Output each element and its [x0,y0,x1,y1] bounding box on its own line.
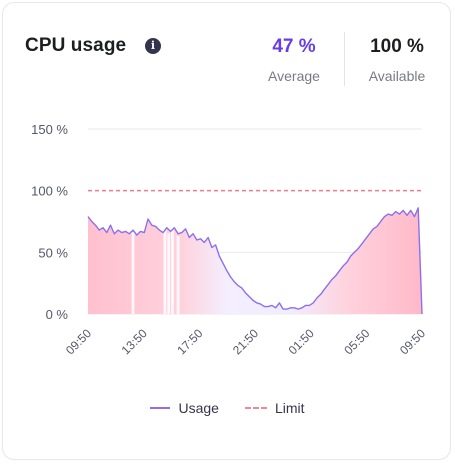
x-tick-label: 13:50 [119,326,150,357]
limit-swatch [244,407,267,409]
x-tick-label: 21:50 [230,326,261,357]
y-tick-label: 50 % [38,245,68,260]
legend-item-limit[interactable]: Limit [244,400,305,416]
average-label: Average [268,68,320,84]
usage-swatch [150,407,171,409]
usage-area [88,207,422,314]
usage-area-layer [88,207,422,314]
legend-limit-label: Limit [274,400,305,416]
info-icon[interactable]: i [145,38,161,54]
data-gap [131,232,135,314]
data-gap [167,233,171,314]
legend-item-usage[interactable]: Usage [150,400,219,416]
data-gap [171,229,174,314]
x-tick-label: 01:50 [286,326,317,357]
available-value: 100 % [370,36,424,57]
x-axis-ticks: 09:50 13:50 17:50 21:50 01:50 05:50 09:50 [63,326,428,357]
x-tick-label: 17:50 [174,326,205,357]
available-label: Available [368,68,426,84]
y-tick-label: 150 % [31,122,68,137]
average-value: 47 % [272,36,316,57]
stat-divider [344,32,345,86]
y-tick-label: 0 % [46,307,69,322]
data-gap [163,229,167,314]
y-axis-ticks: 0 % 50 % 100 % 150 % [31,122,68,322]
data-gap [176,235,180,314]
gap-layer [131,229,180,314]
y-tick-label: 100 % [31,184,68,199]
legend-usage-label: Usage [178,400,219,416]
average-stat: 47 % Average [262,36,326,84]
card-title: CPU usage [25,35,127,56]
x-tick-label: 05:50 [341,326,372,357]
x-tick-label: 09:50 [63,326,94,357]
usage-line-layer [87,207,423,315]
usage-line [87,207,423,315]
available-stat: 100 % Available [362,36,432,84]
chart-legend: Usage Limit [0,400,455,416]
x-tick-label: 09:50 [397,326,428,357]
